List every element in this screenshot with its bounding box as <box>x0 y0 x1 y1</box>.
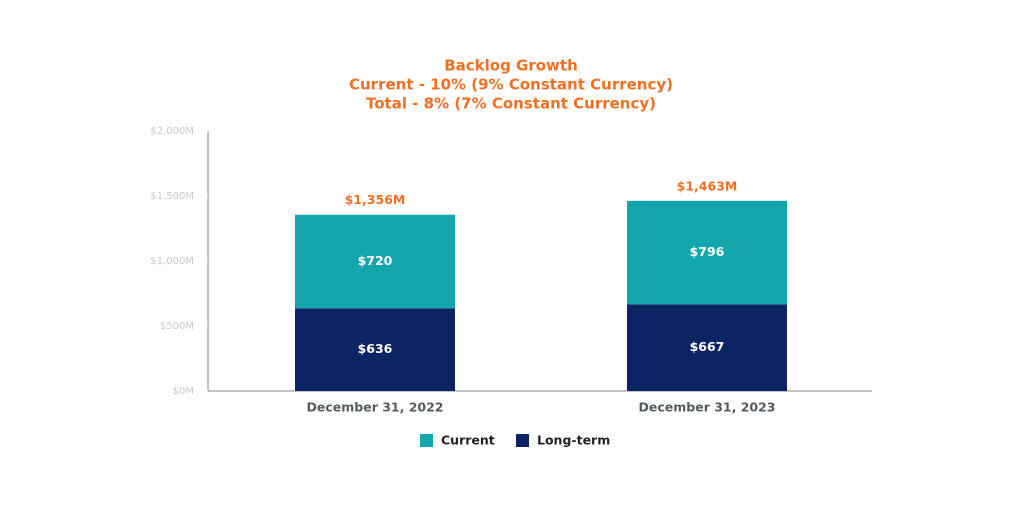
chart-subtitle: Current - 10% (9% Constant Currency) <box>349 76 673 94</box>
bar-segment <box>627 200 787 305</box>
y-tick-label: $0M <box>173 386 194 397</box>
total-label: $1,356M <box>345 192 406 207</box>
legend-swatch <box>516 434 529 447</box>
bar-segment <box>627 304 787 391</box>
y-tick-label: $1,500M <box>150 191 194 202</box>
data-label: $796 <box>690 244 725 259</box>
bar-segment <box>295 214 455 309</box>
x-tick-label: December 31, 2023 <box>639 400 776 415</box>
chart-subtitle: Total - 8% (7% Constant Currency) <box>366 95 656 113</box>
data-label: $667 <box>690 339 725 354</box>
total-label: $1,463M <box>677 178 738 193</box>
legend-label: Long-term <box>537 433 610 448</box>
data-label: $636 <box>358 341 393 356</box>
legend-swatch <box>420 434 433 447</box>
x-tick-label: December 31, 2022 <box>307 400 444 415</box>
y-tick-label: $1,000M <box>150 256 194 267</box>
legend-label: Current <box>441 433 495 448</box>
y-tick-label: $500M <box>160 321 194 332</box>
data-label: $720 <box>358 253 393 268</box>
y-tick-label: $2,000M <box>150 126 194 137</box>
chart-title: Backlog Growth <box>444 57 578 75</box>
bar-segment <box>295 308 455 391</box>
